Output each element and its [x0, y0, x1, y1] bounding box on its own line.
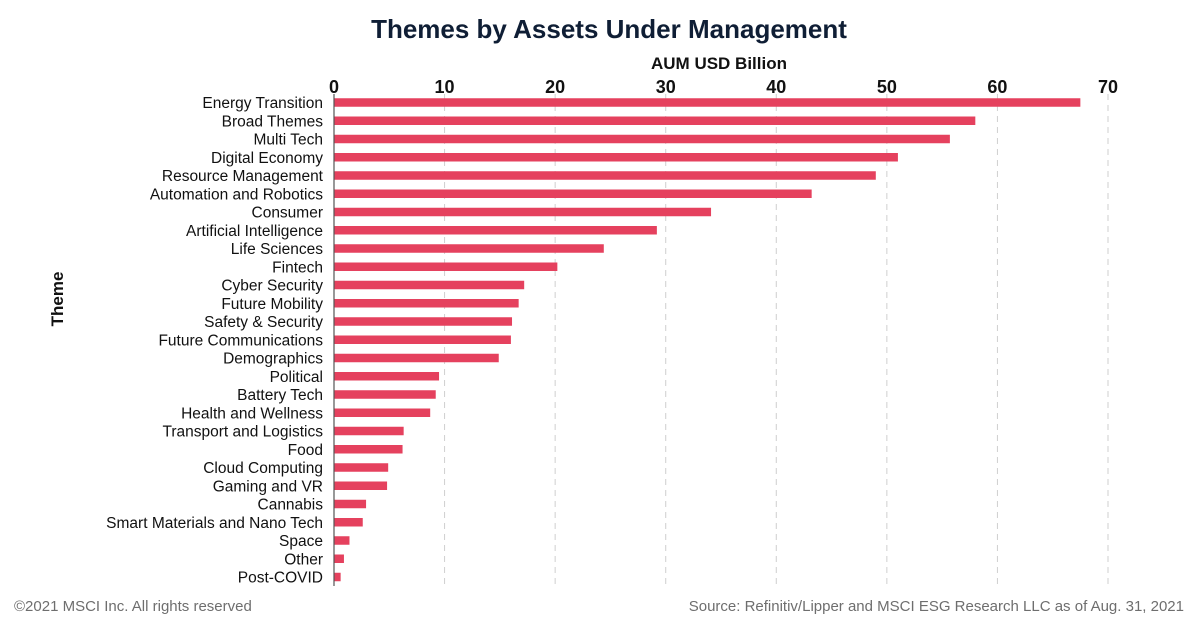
x-tick-label: 0: [329, 77, 339, 97]
bar: [334, 390, 436, 399]
bar: [334, 299, 519, 308]
category-label: Space: [279, 533, 323, 550]
x-tick-label: 70: [1098, 77, 1118, 97]
category-label: Future Mobility: [221, 296, 323, 313]
category-label: Artificial Intelligence: [186, 223, 323, 240]
bar: [334, 280, 525, 290]
x-axis-title: AUM USD Billion: [651, 54, 787, 73]
copyright-note: ©2021 MSCI Inc. All rights reserved: [14, 598, 252, 615]
bar: [334, 499, 367, 509]
bar: [334, 426, 404, 436]
bar: [334, 171, 876, 180]
x-tick-label: 40: [766, 77, 786, 97]
category-label: Cannabis: [258, 497, 324, 514]
category-label: Fintech: [272, 259, 323, 276]
category-label: Food: [288, 442, 323, 459]
bar: [334, 98, 1081, 107]
bar: [334, 536, 350, 545]
category-label: Safety & Security: [204, 314, 323, 331]
bar: [334, 481, 388, 490]
bar: [334, 335, 511, 344]
category-label: Battery Tech: [237, 387, 323, 404]
category-label: Life Sciences: [231, 241, 323, 258]
bar: [334, 244, 604, 253]
bar: [334, 317, 513, 326]
category-label: Transport and Logistics: [162, 424, 323, 441]
category-label: Energy Transition: [202, 95, 323, 112]
bar: [334, 262, 558, 271]
x-tick-label: 60: [987, 77, 1007, 97]
chart-title: Themes by Assets Under Management: [371, 14, 847, 44]
bar: [334, 372, 440, 381]
bar: [334, 572, 341, 582]
category-label: Health and Wellness: [181, 405, 323, 422]
bar: [334, 518, 363, 527]
gridlines: [444, 94, 1109, 586]
x-tick-label: 30: [656, 77, 676, 97]
category-label: Broad Themes: [222, 113, 324, 130]
category-label: Digital Economy: [211, 150, 323, 167]
category-label: Resource Management: [162, 168, 324, 185]
category-label: Multi Tech: [254, 132, 324, 149]
bar: [334, 353, 499, 363]
bar: [334, 134, 950, 144]
bar: [334, 153, 898, 162]
bar: [334, 554, 344, 563]
category-label: Consumer: [252, 205, 324, 222]
category-label: Other: [284, 551, 323, 568]
category-label: Demographics: [223, 351, 323, 368]
x-tick-label: 10: [435, 77, 455, 97]
x-tick-labels: 0 10 20 30 40 50 60 70: [329, 77, 1118, 97]
bar: [334, 463, 389, 472]
x-tick-label: 50: [877, 77, 897, 97]
bar: [334, 445, 403, 454]
category-label: Political: [270, 369, 323, 386]
bars: [334, 98, 1081, 582]
bar: [334, 408, 431, 417]
category-label: Gaming and VR: [213, 478, 323, 495]
bar: [334, 207, 712, 217]
category-label: Automation and Robotics: [150, 186, 323, 203]
category-label: Smart Materials and Nano Tech: [106, 515, 323, 532]
category-label: Cloud Computing: [203, 460, 323, 477]
category-label: Cyber Security: [221, 278, 323, 295]
y-axis-title: Theme: [48, 272, 67, 327]
bar: [334, 116, 976, 125]
category-label: Post-COVID: [238, 570, 323, 587]
bar: [334, 226, 657, 235]
category-label: Future Communications: [158, 332, 323, 349]
source-note: Source: Refinitiv/Lipper and MSCI ESG Re…: [688, 598, 1184, 615]
bar: [334, 189, 812, 198]
x-tick-label: 20: [545, 77, 565, 97]
